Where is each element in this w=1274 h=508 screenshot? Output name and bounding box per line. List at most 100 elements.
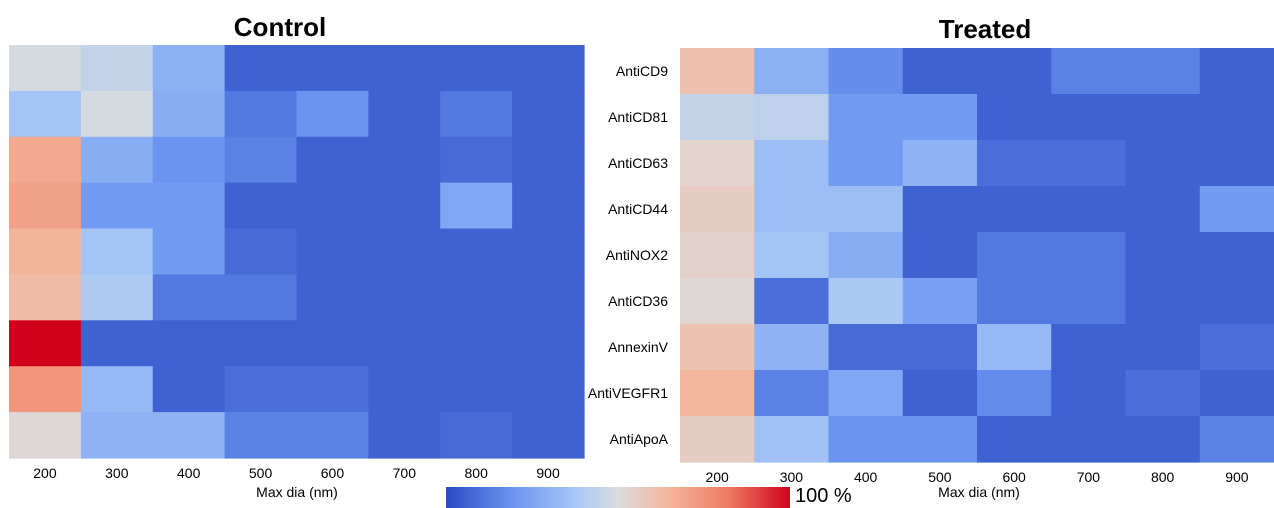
heatmap-cell [1051,370,1127,417]
heatmap-cell [977,370,1052,417]
heatmap-cell [296,45,369,92]
heatmap-cell [902,140,978,187]
heatmap-cell [224,228,298,276]
heatmap-cell [902,186,978,233]
heatmap-cell [754,232,830,279]
heatmap-cell [224,412,298,459]
heatmap-cell [1051,324,1127,371]
heatmap-cell [1051,140,1127,187]
heatmap-cell [1125,416,1201,463]
heatmap-cell [754,370,830,417]
row-label: AntiCD63 [608,155,668,171]
heatmap-cell [977,186,1052,233]
heatmap-cell [512,45,585,92]
heatmap-cell [1125,278,1201,325]
heatmap-cell [754,94,830,141]
row-label: AntiCD81 [608,109,668,125]
heatmap-cell [296,412,369,459]
heatmap-cell [80,274,154,321]
heatmap-cell [80,136,154,184]
heatmap-cell [80,228,154,276]
heatmap-cell [1199,370,1274,417]
heatmap-cell [440,320,513,367]
heatmap-cell [512,90,585,138]
heatmap-cell [80,412,154,459]
heatmap-cell [296,136,369,184]
heatmap-cell [902,370,978,417]
row-label: AntiCD36 [608,293,668,309]
x-tick-label: 300 [780,469,804,485]
heatmap-cell [152,366,226,413]
heatmap-cell [512,228,585,276]
heatmap-cell [224,366,298,413]
heatmap-cell [152,274,226,321]
heatmap-cell [9,182,82,230]
heatmap-cell [902,324,978,371]
heatmap-cell [80,90,154,138]
row-labels: AntiCD9 AntiCD81 AntiCD63 AntiCD44 AntiNOX2 A… [588,63,669,447]
heatmap-cell [9,136,82,184]
heatmap-cell [902,232,978,279]
x-tick-label: 700 [393,465,417,481]
heatmap-cell [224,274,298,321]
heatmap-cell [1051,416,1127,463]
heatmap-cell [512,412,585,459]
x-tick-label: 600 [321,465,345,481]
heatmap-cell [828,324,904,371]
treated-x-ticks: 200 300 400 500 600 700 800 900 [705,469,1248,485]
colorbar [446,487,790,508]
control-x-ticks: 200 300 400 500 600 700 800 900 [33,465,560,481]
heatmap-cell [296,228,369,276]
heatmap-cell [152,412,226,459]
heatmap-cell [9,90,82,138]
x-tick-label: 800 [465,465,489,481]
heatmap-cell [977,48,1052,95]
heatmap-cell [9,412,82,459]
heatmap-cell [512,274,585,321]
heatmap-cell [152,320,226,367]
heatmap-cell [828,186,904,233]
heatmap-cell [754,324,830,371]
heatmap-cell [902,416,978,463]
heatmap-cell [440,182,513,230]
heatmap-cell [440,274,513,321]
heatmap-cell [368,274,441,321]
heatmap-cell [828,278,904,325]
heatmap-cell [680,416,755,463]
heatmap-cell [1051,186,1127,233]
x-tick-label: 600 [1002,469,1026,485]
x-tick-label: 500 [249,465,273,481]
heatmap-cell [440,366,513,413]
heatmap-cell [1051,94,1127,141]
heatmap-cell [368,182,441,230]
heatmap-cell [296,182,369,230]
heatmap-cell [1051,48,1127,95]
x-tick-label: 700 [1077,469,1101,485]
heatmap-cell [1051,278,1127,325]
row-label: AntiApoA [610,431,669,447]
colorbar-label: 100 % [795,485,852,507]
heatmap-cell [368,320,441,367]
heatmap-cell [1125,94,1201,141]
row-label: AnnexinV [608,339,669,355]
heatmap-cell [296,366,369,413]
treated-x-axis-label: Max dia (nm) [938,484,1020,500]
heatmap-cell [440,412,513,459]
heatmap-cell [1125,140,1201,187]
heatmap-cell [9,320,82,367]
x-tick-label: 400 [854,469,878,485]
heatmap-cell [80,182,154,230]
x-tick-label: 900 [536,465,560,481]
heatmap-cell [512,320,585,367]
heatmap-cell [977,232,1052,279]
heatmap-cell [977,140,1052,187]
heatmap-cell [1199,324,1274,371]
heatmap-cell [1199,186,1274,233]
heatmap-cell [368,136,441,184]
heatmap-cell [680,140,755,187]
heatmap-cell [9,274,82,321]
heatmap-cell [977,278,1052,325]
heatmap-cell [9,366,82,413]
heatmap-cell [1125,370,1201,417]
